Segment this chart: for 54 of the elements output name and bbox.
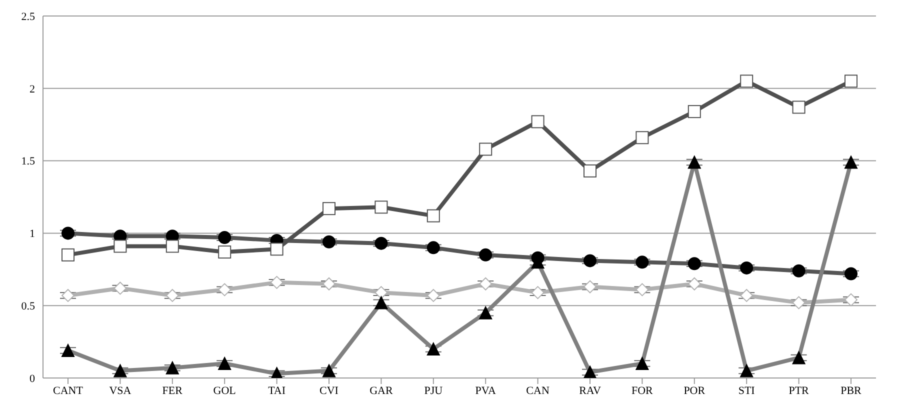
point xyxy=(740,288,754,302)
point xyxy=(584,164,596,178)
point xyxy=(322,277,336,290)
point xyxy=(270,276,284,289)
y-tick-label: 1 xyxy=(30,228,35,240)
point xyxy=(166,288,179,302)
x-tick-label: PVA xyxy=(475,384,496,397)
point xyxy=(426,288,440,302)
x-tick-label: CVI xyxy=(320,384,339,397)
point xyxy=(166,240,179,253)
point xyxy=(844,74,858,88)
point xyxy=(374,286,388,300)
point xyxy=(636,131,649,144)
point xyxy=(479,277,492,290)
x-tick-label: FOR xyxy=(631,384,654,397)
y-tick-label: 0 xyxy=(30,372,36,385)
x-tick-label: GOL xyxy=(213,384,236,397)
point xyxy=(62,248,74,262)
x-tick-label: CANT xyxy=(53,384,84,397)
point xyxy=(636,283,649,296)
y-tick-label: 0.5 xyxy=(21,300,36,313)
point xyxy=(844,293,858,306)
x-tick-label: RAV xyxy=(579,384,601,397)
x-tick-label: POR xyxy=(684,384,706,397)
point xyxy=(218,283,232,296)
y-tick-label: 2.5 xyxy=(21,10,36,23)
y-tick-label: 1.5 xyxy=(21,156,36,168)
x-tick-label: CAN xyxy=(526,384,550,397)
point xyxy=(740,74,754,88)
point xyxy=(218,246,232,259)
point xyxy=(114,282,127,295)
point xyxy=(426,209,440,222)
x-tick-label: PTR xyxy=(788,384,810,397)
point xyxy=(531,286,544,300)
x-tick-label: PBR xyxy=(840,384,862,397)
y-tick-label: 2 xyxy=(30,83,35,96)
x-tick-label: VSA xyxy=(109,384,132,397)
point xyxy=(62,288,74,302)
point xyxy=(270,242,284,256)
x-tick-label: PJU xyxy=(424,384,443,397)
point xyxy=(322,202,336,216)
point xyxy=(792,296,806,310)
point xyxy=(688,277,701,290)
point xyxy=(531,115,544,128)
x-tick-label: TAI xyxy=(268,384,286,397)
point xyxy=(688,105,701,118)
x-tick-label: GAR xyxy=(370,384,394,397)
point xyxy=(479,142,492,156)
x-tick-label: FER xyxy=(162,384,184,397)
point xyxy=(792,100,806,114)
x-tick-label: STI xyxy=(738,384,756,397)
point xyxy=(114,240,127,253)
point xyxy=(374,200,388,214)
point xyxy=(584,280,596,294)
